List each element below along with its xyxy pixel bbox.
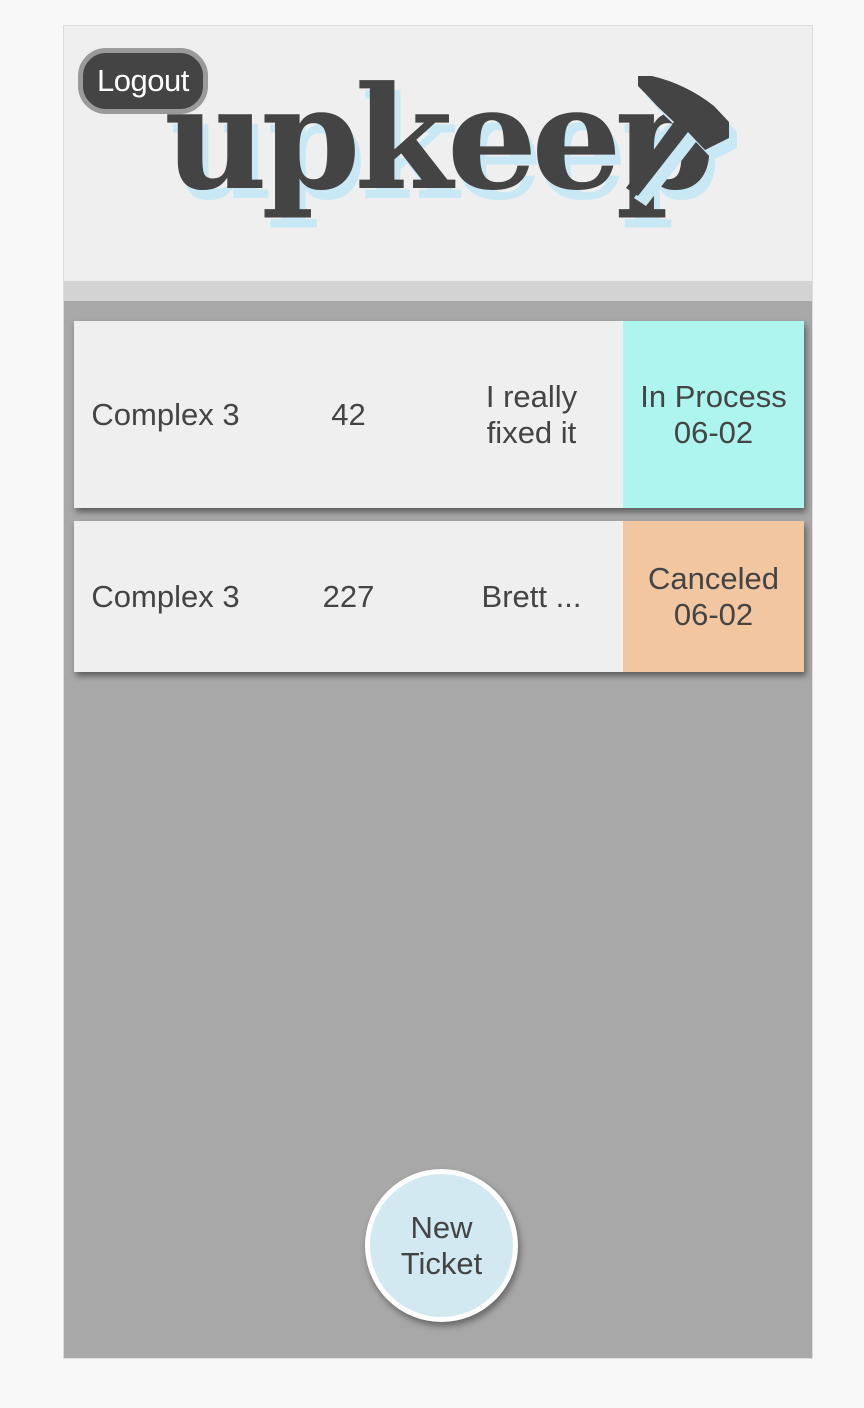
ticket-date: 06-02 [673, 414, 754, 450]
logo-text: upkeep [164, 76, 710, 222]
ticket-unit: 227 [322, 578, 375, 614]
ticket-card[interactable]: Complex 3 227 Brett ... Canceled 06-02 [74, 521, 804, 672]
ticket-status-label: Canceled [648, 560, 779, 596]
ticket-unit: 42 [331, 396, 366, 432]
ticket-description: Brett ... [481, 578, 582, 614]
header: upkeep upkeep Logout [64, 26, 812, 281]
ticket-status: In Process 06-02 [623, 321, 804, 508]
new-ticket-button[interactable]: New Ticket [365, 1169, 518, 1322]
logout-button[interactable]: Logout [78, 48, 208, 114]
ticket-date: 06-02 [673, 596, 754, 632]
upkeep-logo: upkeep upkeep [160, 56, 740, 271]
app-frame: upkeep upkeep Logout Complex 3 42 I real… [63, 25, 813, 1359]
ticket-status-label: In Process [640, 378, 787, 414]
ticket-card[interactable]: Complex 3 42 I really fixed it In Proces… [74, 321, 804, 508]
header-divider [64, 281, 812, 301]
ticket-location: Complex 3 [91, 578, 240, 614]
ticket-description: I really fixed it [485, 378, 578, 450]
ticket-status: Canceled 06-02 [623, 521, 804, 672]
hammer-icon [626, 76, 737, 206]
logo-text-shadow: upkeep [170, 76, 716, 232]
ticket-location: Complex 3 [91, 396, 240, 432]
new-ticket-label: New Ticket [400, 1209, 483, 1281]
